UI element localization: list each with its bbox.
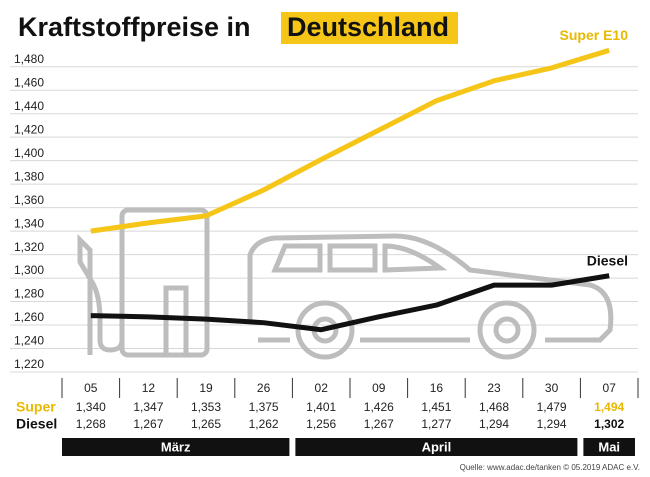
y-tick-label: 1,420: [14, 122, 44, 136]
series-label: Super E10: [560, 27, 629, 43]
value-label: 1,302: [594, 417, 624, 431]
chart-title-highlight: Deutschland: [287, 12, 449, 42]
x-tick-label: 12: [142, 381, 156, 395]
y-tick-label: 1,220: [14, 357, 44, 371]
y-tick-label: 1,360: [14, 193, 44, 207]
y-tick-label: 1,380: [14, 169, 44, 183]
month-label: Mai: [598, 439, 620, 454]
illustration: [77, 207, 614, 360]
series-label: Diesel: [587, 252, 628, 268]
row-label: Super: [16, 399, 56, 415]
y-tick-label: 1,280: [14, 287, 44, 301]
x-tick-label: 16: [430, 381, 444, 395]
y-tick-label: 1,480: [14, 52, 44, 66]
month-bar: [583, 438, 635, 456]
y-tick-label: 1,440: [14, 99, 44, 113]
x-tick-label: 02: [315, 381, 329, 395]
value-label: 1,256: [306, 417, 336, 431]
row-label: Diesel: [16, 416, 57, 432]
series-line: [90, 47, 610, 234]
value-label: 1,267: [133, 417, 163, 431]
value-label: 1,268: [76, 417, 106, 431]
x-tick-label: 09: [372, 381, 386, 395]
month-bar: [62, 438, 290, 456]
month-bar: [295, 438, 578, 456]
source: Quelle: www.adac.de/tanken © 05.2019 ADA…: [460, 463, 640, 472]
month-label: März: [161, 439, 191, 454]
value-label: 1,494: [594, 400, 624, 414]
value-label: 1,277: [421, 417, 451, 431]
title-highlight-bg: [281, 12, 458, 44]
y-tick-label: 1,400: [14, 146, 44, 160]
value-label: 1,468: [479, 400, 509, 414]
value-label: 1,426: [364, 400, 394, 414]
value-label: 1,294: [479, 417, 509, 431]
y-tick-label: 1,460: [14, 75, 44, 89]
value-label: 1,353: [191, 400, 221, 414]
value-label: 1,451: [421, 400, 451, 414]
value-label: 1,294: [537, 417, 567, 431]
x-tick-label: 23: [487, 381, 501, 395]
x-tick-label: 05: [84, 381, 98, 395]
value-label: 1,347: [133, 400, 163, 414]
value-label: 1,262: [249, 417, 279, 431]
value-label: 1,401: [306, 400, 336, 414]
series-line: [90, 273, 610, 333]
y-tick-label: 1,340: [14, 216, 44, 230]
x-tick-label: 19: [199, 381, 213, 395]
month-label: April: [422, 439, 452, 454]
value-label: 1,267: [364, 417, 394, 431]
x-tick-label: 07: [603, 381, 617, 395]
value-label: 1,375: [249, 400, 279, 414]
value-label: 1,340: [76, 400, 106, 414]
y-tick-label: 1,260: [14, 310, 44, 324]
y-tick-label: 1,300: [14, 263, 44, 277]
x-tick-label: 26: [257, 381, 271, 395]
value-label: 1,479: [537, 400, 567, 414]
value-label: 1,265: [191, 417, 221, 431]
chart-title: Kraftstoffpreise in: [18, 12, 251, 42]
x-tick-label: 30: [545, 381, 559, 395]
y-tick-label: 1,320: [14, 240, 44, 254]
y-tick-label: 1,240: [14, 334, 44, 348]
